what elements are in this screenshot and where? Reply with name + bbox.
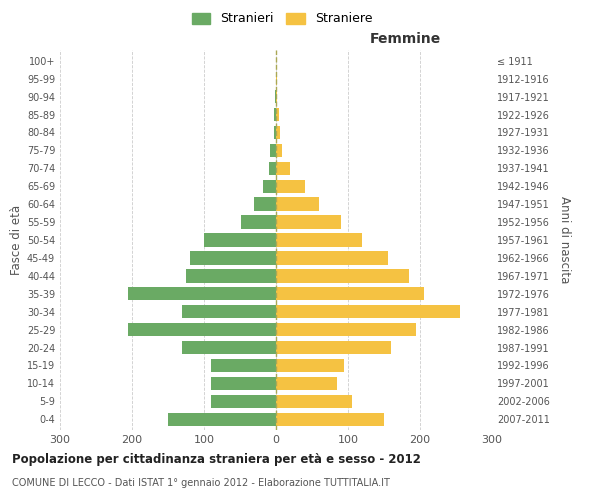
Bar [168,412,276,426]
Bar [276,341,391,354]
Bar [276,412,384,426]
Bar [211,394,276,408]
Bar [276,287,424,300]
Bar [276,394,352,408]
Bar [276,359,344,372]
Bar [190,251,276,264]
Legend: Stranieri, Straniere: Stranieri, Straniere [188,8,376,29]
Bar [276,216,341,229]
Bar [241,216,276,229]
Bar [269,162,276,175]
Bar [276,234,362,246]
Bar [182,305,276,318]
Bar [263,180,276,193]
Bar [274,108,276,121]
Bar [128,323,276,336]
Y-axis label: Anni di nascita: Anni di nascita [558,196,571,284]
Bar [211,376,276,390]
Bar [274,126,276,139]
Bar [276,376,337,390]
Bar [275,90,276,104]
Bar [276,198,319,211]
Bar [276,269,409,282]
Y-axis label: Fasce di età: Fasce di età [10,205,23,275]
Bar [276,162,290,175]
Text: Femmine: Femmine [370,32,441,46]
Text: Popolazione per cittadinanza straniera per età e sesso - 2012: Popolazione per cittadinanza straniera p… [12,452,421,466]
Bar [276,72,277,86]
Text: COMUNE DI LECCO - Dati ISTAT 1° gennaio 2012 - Elaborazione TUTTITALIA.IT: COMUNE DI LECCO - Dati ISTAT 1° gennaio … [12,478,390,488]
Bar [276,126,280,139]
Bar [186,269,276,282]
Bar [204,234,276,246]
Bar [276,90,277,104]
Bar [182,341,276,354]
Bar [211,359,276,372]
Bar [276,108,279,121]
Bar [276,251,388,264]
Bar [270,144,276,157]
Bar [128,287,276,300]
Bar [276,323,416,336]
Bar [254,198,276,211]
Bar [276,144,282,157]
Bar [276,180,305,193]
Bar [276,305,460,318]
